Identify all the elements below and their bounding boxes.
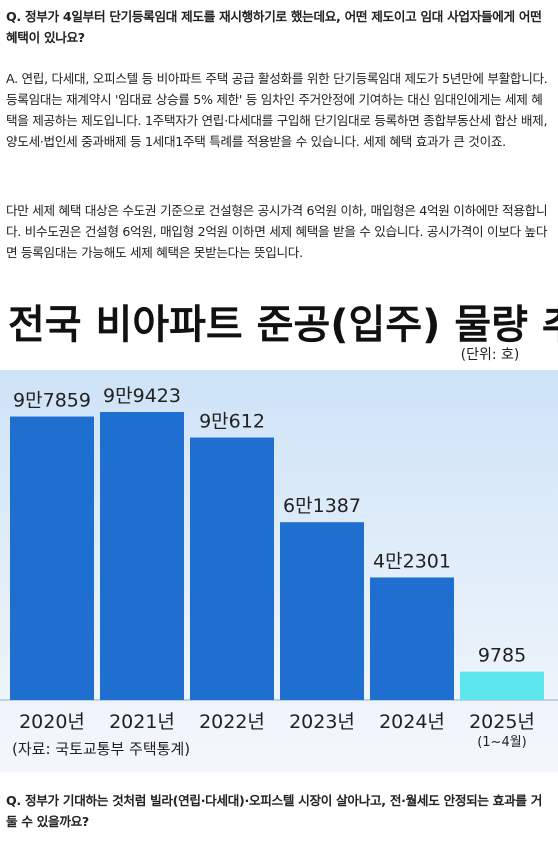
- bar: [190, 437, 274, 700]
- chart-title: 전국 비아파트 준공(입주) 물량 추이: [8, 302, 558, 348]
- question: Q. 정부가 기대하는 것처럼 빌라(연립·다세대)·오피스텔 시장이 살아나고…: [6, 793, 543, 829]
- x-tick-label: 2025년: [469, 711, 535, 733]
- category-note: (1~4월): [477, 735, 527, 750]
- x-tick-label: 2020년: [19, 711, 85, 733]
- bar: [370, 577, 454, 700]
- answer-paragraph: A. 연립, 다세대, 오피스텔 등 비아파트 주택 공급 활성화를 위한 단기…: [6, 71, 548, 149]
- x-tick-label: 2021년: [109, 711, 175, 733]
- answer-paragraph: 다만 세제 혜택 대상은 수도권 기준으로 건설형은 공시가격 6억원 이하, …: [6, 203, 548, 260]
- bar: [280, 522, 364, 700]
- chart: 전국 비아파트 준공(입주) 물량 추이 (단위: 호) (자료: 국토교통부 …: [0, 302, 558, 772]
- x-tick-label: 2024년: [379, 711, 445, 733]
- question: Q. 정부가 4일부터 단기등록임대 제도를 재시행하기로 했는데요, 어떤 제…: [6, 9, 542, 45]
- value-label: 6만1387: [283, 495, 361, 517]
- x-tick-label: 2023년: [289, 711, 355, 733]
- bar: [100, 412, 184, 700]
- value-label: 9785: [478, 645, 526, 667]
- value-label: 9만612: [199, 411, 265, 433]
- x-tick-label: 2022년: [199, 711, 265, 733]
- source: (자료: 국토교통부 주택통계): [12, 740, 190, 758]
- bar: [10, 416, 94, 700]
- value-label: 4만2301: [373, 550, 451, 572]
- bar: [460, 671, 544, 700]
- value-label: 9만9423: [103, 385, 181, 407]
- value-label: 9만7859: [13, 390, 91, 412]
- unit-label: (단위: 호): [461, 347, 520, 363]
